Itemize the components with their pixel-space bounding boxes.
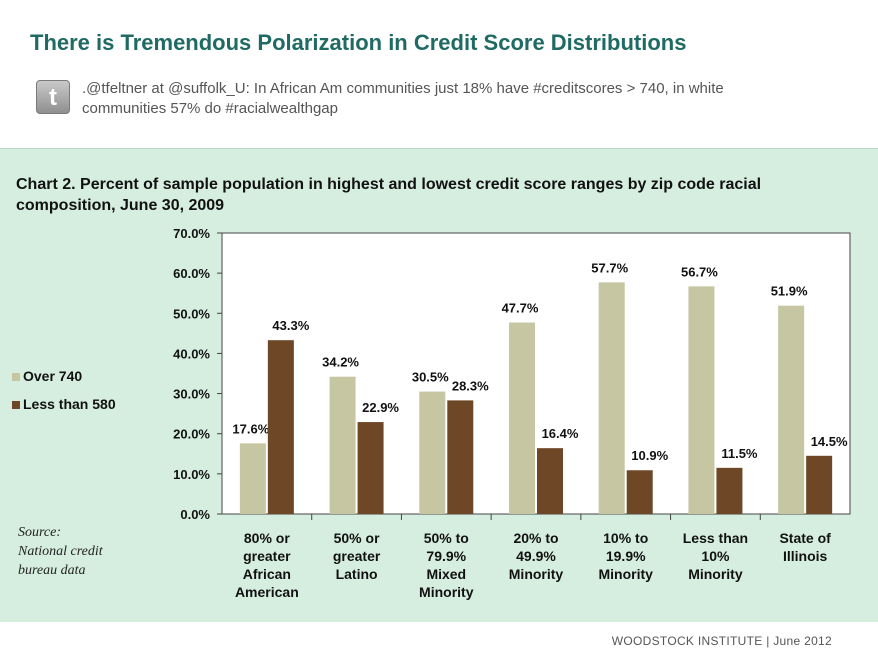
- data-label: 17.6%: [232, 421, 269, 436]
- x-category-label: greater: [243, 548, 291, 564]
- legend-item-over-740: Over 740: [12, 368, 152, 388]
- x-category-label: 19.9%: [606, 548, 646, 564]
- data-label: 34.2%: [322, 355, 359, 370]
- bar-over-740: [778, 305, 805, 514]
- bar-over-740: [688, 286, 715, 514]
- source-line-3: bureau data: [18, 563, 86, 578]
- chart-title: Chart 2. Percent of sample population in…: [16, 176, 762, 214]
- data-label: 22.9%: [362, 400, 399, 415]
- legend-item-less-than-580: Less than 580: [12, 396, 152, 416]
- x-category-label: Minority: [688, 566, 743, 582]
- data-label: 51.9%: [771, 284, 808, 299]
- legend-swatch-over-740: [12, 373, 20, 381]
- bar-less-than-580: [267, 340, 294, 514]
- source-line-1: Source:: [18, 525, 62, 540]
- data-label: 28.3%: [452, 378, 489, 393]
- x-category-label: Latino: [336, 566, 378, 582]
- x-category-label: greater: [333, 548, 381, 564]
- x-category-label: 79.9%: [426, 548, 466, 564]
- bar-less-than-580: [447, 400, 474, 514]
- bar-less-than-580: [626, 470, 653, 514]
- x-category-label: 10% to: [603, 530, 648, 546]
- data-label: 16.4%: [542, 426, 579, 441]
- y-tick-label: 10.0%: [173, 467, 210, 482]
- legend-label-over-740: Over 740: [23, 368, 83, 384]
- y-tick-label: 50.0%: [173, 306, 210, 321]
- bar-over-740: [419, 391, 446, 514]
- legend-swatch-less-than-580: [12, 401, 20, 409]
- data-label: 10.9%: [631, 448, 668, 463]
- bar-less-than-580: [537, 448, 563, 514]
- x-category-label: American: [235, 584, 299, 600]
- legend-label-less-than-580: Less than 580: [23, 396, 116, 412]
- bar-over-740: [598, 282, 625, 514]
- x-category-label: Illinois: [783, 548, 828, 564]
- x-category-label: Less than: [683, 530, 748, 546]
- x-category-label: 50% to: [424, 530, 469, 546]
- x-category-label: 10%: [701, 548, 730, 564]
- slide-title: There is Tremendous Polarization in Cred…: [30, 30, 687, 55]
- x-category-label: 49.9%: [516, 548, 556, 564]
- data-label: 11.5%: [721, 446, 758, 461]
- bar-less-than-580: [716, 467, 743, 514]
- bar-less-than-580: [806, 455, 833, 514]
- data-label: 56.7%: [681, 264, 718, 279]
- bar-less-than-580: [357, 422, 384, 514]
- y-tick-label: 70.0%: [173, 226, 210, 241]
- data-label: 57.7%: [591, 260, 628, 275]
- x-category-label: 80% or: [244, 530, 290, 546]
- x-category-label: Minority: [509, 566, 564, 582]
- data-label: 30.5%: [412, 370, 449, 385]
- y-tick-label: 60.0%: [173, 266, 210, 281]
- x-category-label: Minority: [419, 584, 474, 600]
- x-category-label: African: [243, 566, 291, 582]
- y-tick-label: 40.0%: [173, 346, 210, 361]
- chart-source: Source: National credit bureau data: [18, 523, 138, 580]
- twitter-bird-icon: t: [36, 80, 70, 114]
- x-category-label: Mixed: [426, 566, 466, 582]
- x-category-label: Minority: [598, 566, 653, 582]
- x-category-label: 50% or: [334, 530, 380, 546]
- footer: WOODSTOCK INSTITUTE | June 2012: [611, 634, 832, 648]
- bar-over-740: [239, 443, 266, 514]
- y-tick-label: 30.0%: [173, 387, 210, 402]
- data-label: 47.7%: [502, 301, 539, 316]
- y-tick-label: 20.0%: [173, 427, 210, 442]
- bar-over-740: [509, 322, 535, 514]
- tweet-text: .@tfeltner at @suffolk_U: In African Am …: [82, 80, 724, 117]
- y-tick-label: 0.0%: [180, 507, 210, 522]
- source-line-2: National credit: [18, 544, 103, 559]
- data-label: 14.5%: [811, 434, 848, 449]
- data-label: 43.3%: [272, 318, 309, 333]
- x-category-label: 20% to: [513, 530, 558, 546]
- plot-area: [221, 232, 851, 515]
- bar-over-740: [329, 376, 356, 514]
- x-category-label: State of: [779, 530, 831, 546]
